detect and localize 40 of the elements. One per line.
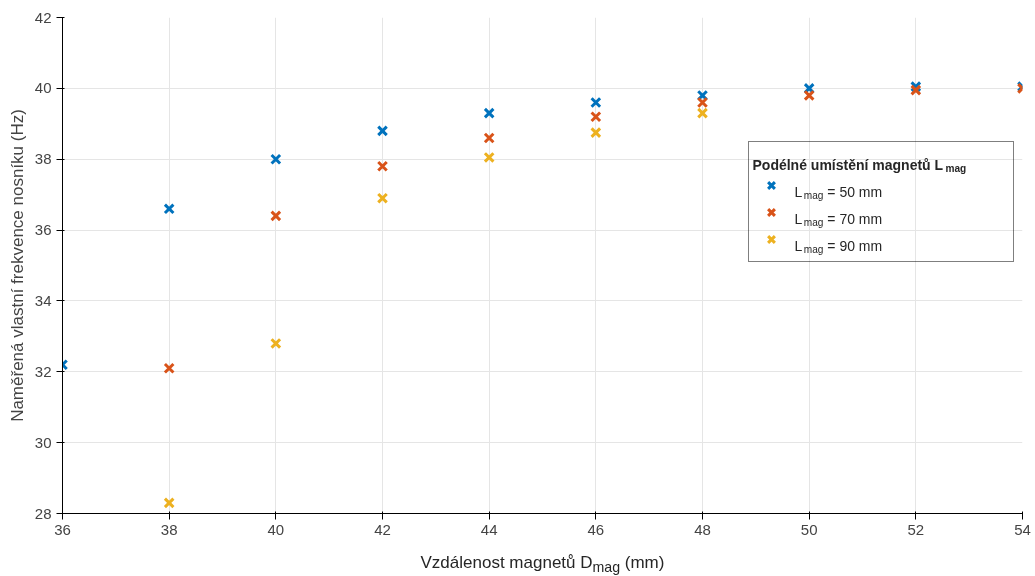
point xyxy=(696,107,709,119)
x-axis-title: Vzdálenost magnetů D$_{mag}$ (mm) xyxy=(420,553,665,576)
point xyxy=(376,160,389,173)
point xyxy=(483,132,495,144)
x-tick-label: 42 xyxy=(374,520,391,538)
point xyxy=(696,89,709,102)
y-tick-label: 32 xyxy=(34,362,52,380)
point xyxy=(163,497,175,509)
point xyxy=(376,192,389,204)
point xyxy=(270,210,282,222)
y-tick-label: 34 xyxy=(34,291,52,309)
y-tick-label: 28 xyxy=(34,504,52,522)
x-tick-label: 50 xyxy=(800,520,818,538)
point xyxy=(590,126,602,139)
point xyxy=(803,89,815,102)
y-axis-title: Naměřená vlastní frekvence nosníku (Hz) xyxy=(7,109,27,422)
x-tick-label: 44 xyxy=(480,520,498,538)
x-tick-label: 54 xyxy=(1014,520,1031,538)
y-tick-label: 40 xyxy=(34,79,52,97)
point xyxy=(163,203,175,215)
point xyxy=(910,84,922,96)
point xyxy=(590,110,602,123)
y-tick-label: 36 xyxy=(34,221,52,239)
point xyxy=(696,96,709,109)
x-tick-label: 48 xyxy=(694,520,711,538)
point xyxy=(270,337,282,350)
y-tick-label: 38 xyxy=(34,150,52,168)
x-tick-label: 52 xyxy=(907,520,925,538)
x-tick-label: 38 xyxy=(160,520,178,538)
x-tick-label: 46 xyxy=(587,520,605,538)
x-tick-label: 36 xyxy=(54,520,71,538)
y-tick-label: 42 xyxy=(34,8,52,26)
point xyxy=(376,125,389,137)
point xyxy=(483,151,495,164)
point xyxy=(483,107,495,119)
x-tick-label: 40 xyxy=(267,520,285,538)
point xyxy=(590,96,602,109)
point xyxy=(163,362,175,374)
y-tick-label: 30 xyxy=(34,433,52,451)
point xyxy=(270,153,282,165)
